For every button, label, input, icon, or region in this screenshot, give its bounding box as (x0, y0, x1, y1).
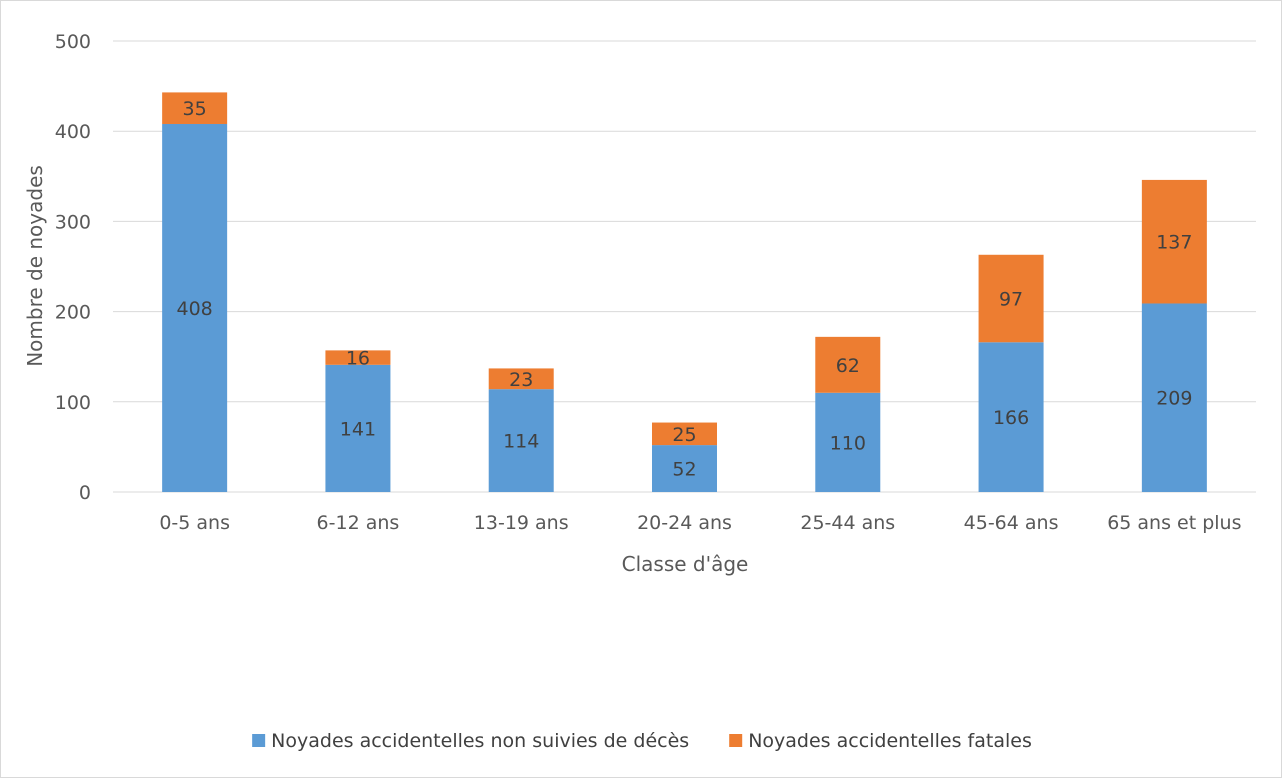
bar-fatal-5 (978, 254, 1044, 343)
data-label: 137 (1156, 232, 1192, 254)
data-label: 97 (999, 289, 1023, 311)
bar-non-fatal-4 (815, 392, 881, 492)
y-tick-label: 100 (55, 392, 91, 414)
x-tick-label: 25-44 ans (800, 512, 895, 534)
data-label: 166 (993, 407, 1029, 429)
legend-label: Noyades accidentelles fatales (748, 730, 1032, 752)
data-label: 141 (340, 418, 376, 440)
data-label: 35 (183, 98, 207, 120)
x-tick-label: 6-12 ans (317, 512, 400, 534)
bar-non-fatal-0 (162, 123, 228, 492)
y-tick-label: 200 (55, 302, 91, 324)
bar-fatal-2 (488, 368, 554, 390)
x-axis-ticks: 0-5 ans 6-12 ans 13-19 ans 20-24 ans 25-44 a… (159, 512, 1241, 534)
bar-fatal-3 (652, 422, 717, 446)
data-label: 52 (672, 459, 696, 481)
data-label: 114 (503, 431, 539, 453)
data-label: 408 (177, 298, 213, 320)
x-tick-label: 65 ans et plus (1107, 512, 1241, 534)
bar-fatal-4 (815, 336, 881, 393)
bar-non-fatal-6 (1141, 303, 1207, 492)
y-axis-title: Nombre de noyades (23, 165, 47, 367)
legend: Noyades accidentelles non suivies de déc… (252, 730, 1032, 752)
bar-non-fatal-1 (325, 364, 391, 492)
bar-non-fatal-2 (488, 389, 554, 492)
y-tick-label: 300 (55, 211, 91, 233)
bars (162, 92, 1207, 492)
data-label: 209 (1156, 388, 1192, 410)
legend-item: Noyades accidentelles non suivies de déc… (252, 730, 689, 752)
data-label: 62 (836, 355, 860, 377)
legend-swatch (252, 734, 266, 747)
legend-swatch (729, 734, 743, 747)
data-label: 23 (509, 369, 533, 391)
data-label: 16 (346, 348, 370, 370)
y-tick-label: 400 (55, 121, 91, 143)
gridlines (113, 40, 1256, 493)
legend-item: Noyades accidentelles fatales (729, 730, 1032, 752)
legend-label: Noyades accidentelles non suivies de déc… (271, 730, 689, 752)
x-tick-label: 45-64 ans (964, 512, 1059, 534)
y-tick-label: 0 (79, 482, 91, 504)
bar-fatal-6 (1141, 179, 1207, 304)
x-tick-label: 20-24 ans (637, 512, 732, 534)
y-axis-ticks: 0 100 200 300 400 500 (55, 31, 91, 504)
bar-fatal-1 (325, 350, 391, 365)
y-tick-label: 500 (55, 31, 91, 53)
x-tick-label: 13-19 ans (474, 512, 569, 534)
x-axis-title: Classe d'âge (622, 552, 749, 576)
data-label: 25 (672, 424, 696, 446)
x-tick-label: 0-5 ans (159, 512, 230, 534)
data-labels: 408 35 141 16 114 23 52 25 110 62 166 97 209 137 (177, 98, 1193, 480)
bar-fatal-0 (162, 92, 228, 124)
bar-non-fatal-3 (652, 445, 717, 492)
data-label: 110 (830, 432, 866, 454)
bar-non-fatal-5 (978, 342, 1044, 492)
